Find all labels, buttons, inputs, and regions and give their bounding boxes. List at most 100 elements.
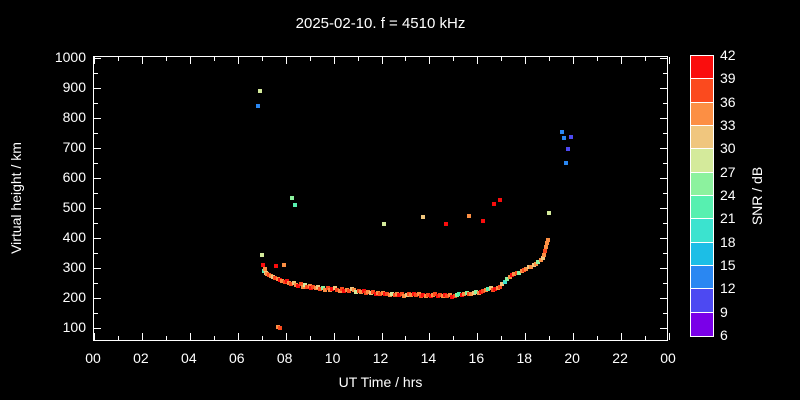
data-point — [498, 197, 503, 202]
x-major-tick — [429, 333, 431, 340]
data-point — [371, 290, 376, 295]
colorbar-tick-label: 12 — [720, 280, 736, 297]
y-major-tick — [94, 298, 101, 299]
y-minor-tick — [663, 73, 667, 74]
data-point — [349, 287, 354, 291]
data-point — [289, 196, 294, 201]
x-major-tick — [669, 333, 670, 340]
y-major-tick — [660, 268, 667, 269]
x-minor-tick — [213, 57, 215, 61]
data-point — [498, 284, 503, 289]
data-point — [519, 269, 524, 273]
x-tick-label: 06 — [228, 350, 245, 366]
x-major-tick — [94, 57, 95, 64]
x-tick-label: 12 — [372, 350, 389, 366]
data-point — [512, 272, 517, 276]
colorbar-segment — [691, 312, 713, 336]
data-point — [478, 290, 483, 294]
data-point — [541, 252, 546, 257]
colorbar-segment — [691, 289, 713, 313]
data-point — [440, 293, 445, 298]
data-point — [366, 290, 371, 294]
x-major-tick — [189, 333, 191, 340]
data-point — [419, 293, 424, 298]
data-point — [534, 261, 539, 266]
x-minor-tick — [357, 336, 359, 340]
data-point — [330, 287, 335, 291]
colorbar-tick-label: 18 — [720, 233, 736, 250]
x-minor-tick — [309, 57, 311, 61]
x-major-tick — [333, 333, 335, 340]
y-major-tick — [94, 148, 101, 149]
data-point — [259, 252, 264, 257]
x-major-tick — [573, 333, 575, 340]
data-point — [492, 202, 497, 207]
data-point — [563, 161, 568, 165]
data-point — [289, 282, 294, 287]
colorbar-segment — [691, 265, 713, 290]
x-major-tick — [237, 57, 239, 64]
colorbar-label: SNR / dB — [749, 166, 765, 226]
data-point — [529, 264, 534, 269]
data-point — [347, 289, 352, 294]
data-point — [493, 286, 498, 291]
colorbar-segment — [691, 242, 713, 266]
y-tick-label: 400 — [62, 229, 86, 245]
x-minor-tick — [165, 57, 167, 61]
x-minor-tick — [549, 336, 551, 340]
data-point — [536, 260, 541, 264]
x-minor-tick — [405, 336, 407, 340]
data-point — [274, 263, 279, 268]
data-point — [293, 203, 298, 207]
data-point — [361, 289, 366, 294]
data-point — [538, 258, 543, 263]
y-minor-tick — [663, 253, 667, 254]
y-major-tick — [660, 208, 667, 209]
data-point — [483, 288, 488, 293]
x-tick-label: 14 — [420, 350, 437, 366]
data-point — [359, 290, 364, 295]
x-minor-tick — [597, 336, 599, 340]
data-point — [272, 275, 277, 280]
y-minor-tick — [94, 163, 98, 164]
x-minor-tick — [261, 336, 263, 340]
data-point — [323, 287, 328, 292]
x-major-tick — [573, 57, 575, 64]
x-major-tick — [237, 333, 239, 340]
data-point — [454, 292, 459, 297]
y-tick-label: 900 — [62, 79, 86, 95]
x-minor-tick — [597, 57, 599, 61]
data-point — [517, 270, 522, 275]
data-point — [294, 282, 299, 287]
y-major-tick — [94, 178, 101, 179]
data-point — [488, 286, 493, 291]
x-major-tick — [477, 57, 479, 64]
data-point — [385, 291, 390, 296]
x-major-tick — [285, 57, 287, 64]
x-minor-tick — [453, 336, 455, 340]
x-minor-tick — [117, 336, 119, 340]
colorbar-tick-label: 27 — [720, 163, 736, 180]
data-point — [387, 292, 392, 297]
colorbar-segment — [691, 125, 713, 150]
x-major-tick — [525, 57, 527, 64]
data-point — [433, 292, 438, 297]
data-point — [466, 214, 471, 219]
data-point — [390, 291, 395, 296]
x-minor-tick — [165, 336, 167, 340]
data-point — [327, 287, 332, 292]
data-point — [411, 292, 416, 297]
colorbar-tick-label: 6 — [720, 327, 728, 343]
y-tick-label: 700 — [62, 139, 86, 155]
data-point — [502, 279, 507, 284]
y-major-tick — [660, 118, 667, 119]
data-point — [397, 293, 402, 298]
colorbar-segment — [691, 102, 713, 126]
data-point — [339, 287, 344, 292]
y-minor-tick — [94, 133, 98, 134]
y-tick-label: 600 — [62, 169, 86, 185]
y-minor-tick — [663, 133, 667, 134]
y-minor-tick — [94, 253, 98, 254]
data-point — [560, 130, 565, 135]
y-major-tick — [660, 148, 667, 149]
